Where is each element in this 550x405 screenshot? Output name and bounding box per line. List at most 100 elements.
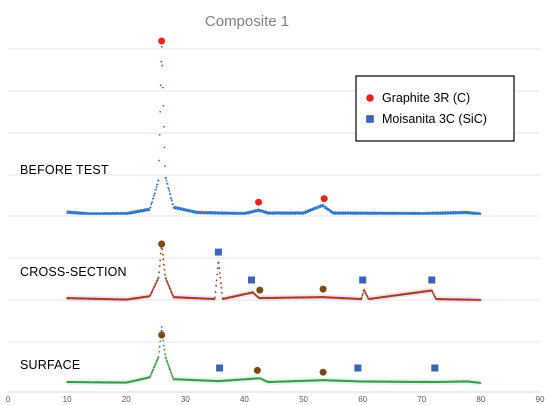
- series-2-point: [165, 357, 168, 360]
- series-0-point: [207, 210, 210, 213]
- series-0-point: [267, 213, 270, 215]
- series-2-point: [172, 376, 174, 379]
- series-1-point: [217, 261, 220, 264]
- series-1-point: [214, 296, 216, 299]
- series-2-point: [169, 369, 172, 372]
- series-0-point: [479, 213, 482, 215]
- series-0-point: [69, 210, 72, 213]
- series-bands: [67, 241, 481, 386]
- series-1-point: [161, 248, 164, 251]
- series-1-point: [164, 273, 166, 276]
- series-2-point: [151, 370, 154, 373]
- series-0-point: [159, 110, 162, 113]
- series-2-point: [155, 362, 157, 365]
- series-0-point: [162, 105, 165, 107]
- series-labels: BEFORE TEST CROSS-SECTION SURFACE: [20, 163, 127, 372]
- series-2-point: [166, 362, 169, 364]
- legend-label-1: Moisanita 3C (SiC): [382, 112, 487, 126]
- series-1-point: [216, 267, 219, 270]
- series-1-point: [156, 279, 159, 281]
- series-0-point: [156, 183, 159, 186]
- marker-sic-2-5: [431, 364, 439, 372]
- series-0-point: [171, 199, 173, 202]
- phase-markers: [158, 37, 439, 376]
- series-label-0: BEFORE TEST: [20, 163, 109, 177]
- series-2-point: [154, 364, 156, 367]
- series-1-point: [215, 284, 218, 287]
- series-1-point: [218, 267, 221, 269]
- series-0-point: [164, 165, 166, 167]
- series-1-point: [162, 258, 165, 261]
- series-0-point: [163, 146, 166, 149]
- series-0-point: [377, 211, 380, 214]
- series-0-point: [147, 209, 149, 212]
- series-1-point: [214, 291, 217, 294]
- series-0-point: [129, 212, 132, 215]
- x-tick-label-40: 40: [240, 395, 249, 404]
- series-0-point: [161, 64, 164, 67]
- series-1-point: [170, 290, 173, 293]
- series-0-point: [322, 203, 324, 206]
- series-label-1: CROSS-SECTION: [20, 265, 127, 279]
- series-1-point: [361, 294, 364, 297]
- series-1-point: [360, 298, 363, 301]
- series-0-point: [149, 206, 152, 209]
- series-0-point: [152, 194, 155, 197]
- series-0-point: [192, 209, 195, 212]
- series-0-point: [148, 209, 151, 211]
- series-1-point: [151, 290, 154, 293]
- marker-graphite-2-3: [319, 368, 327, 376]
- series-0-point: [317, 207, 320, 210]
- series-1-point: [215, 279, 218, 282]
- series-2-point: [150, 372, 153, 375]
- legend-box: [355, 75, 515, 142]
- series-0-point: [395, 211, 397, 214]
- series-0-point: [312, 209, 314, 212]
- series-0-point: [174, 206, 177, 208]
- series-1-point: [163, 263, 165, 266]
- x-tick-label-80: 80: [476, 395, 485, 404]
- marker-sic-1-2: [248, 276, 255, 284]
- series-1-point: [171, 292, 173, 295]
- series-0-point: [199, 212, 202, 215]
- series-1: [66, 243, 482, 301]
- series-1-point: [149, 294, 152, 296]
- series-1-point: [431, 291, 434, 293]
- series-0-point: [150, 203, 153, 206]
- series-0-point: [155, 186, 158, 189]
- series-0-point: [158, 159, 161, 162]
- series-0-point: [144, 210, 147, 213]
- series-0-point: [157, 179, 160, 182]
- series-0-point: [257, 208, 259, 211]
- series-1-point: [158, 265, 161, 267]
- series-0-point: [314, 208, 317, 211]
- series-2-point: [158, 345, 161, 348]
- series-2: [66, 326, 482, 384]
- marker-sic-1-1: [214, 248, 222, 256]
- series-0-point: [239, 211, 242, 214]
- series-0-point: [392, 211, 395, 214]
- series-0-point: [160, 60, 163, 63]
- series-0-point: [155, 188, 157, 191]
- series-1-point: [434, 296, 437, 299]
- marker-sic-1-6: [428, 276, 436, 284]
- series-2-point: [167, 364, 170, 367]
- x-tick-label-90: 90: [536, 395, 545, 404]
- series-0-point: [151, 201, 154, 204]
- series-1-point: [166, 281, 169, 284]
- legend-marker-sic: [366, 115, 374, 123]
- series-2-point: [157, 356, 160, 358]
- series-0: [66, 45, 482, 215]
- series-2-point: [164, 353, 166, 356]
- series-2-point: [171, 374, 173, 376]
- series-1-point: [167, 284, 170, 287]
- series-label-2: SURFACE: [20, 358, 80, 372]
- series-1-point: [366, 296, 369, 298]
- series-0-point: [132, 212, 135, 215]
- series-1-point: [158, 271, 161, 274]
- series-2-point: [162, 339, 165, 342]
- x-tick-label-70: 70: [417, 395, 426, 404]
- marker-sic-1-5: [359, 276, 367, 284]
- marker-graphite-1-0: [158, 240, 166, 248]
- series-0-point: [167, 187, 170, 190]
